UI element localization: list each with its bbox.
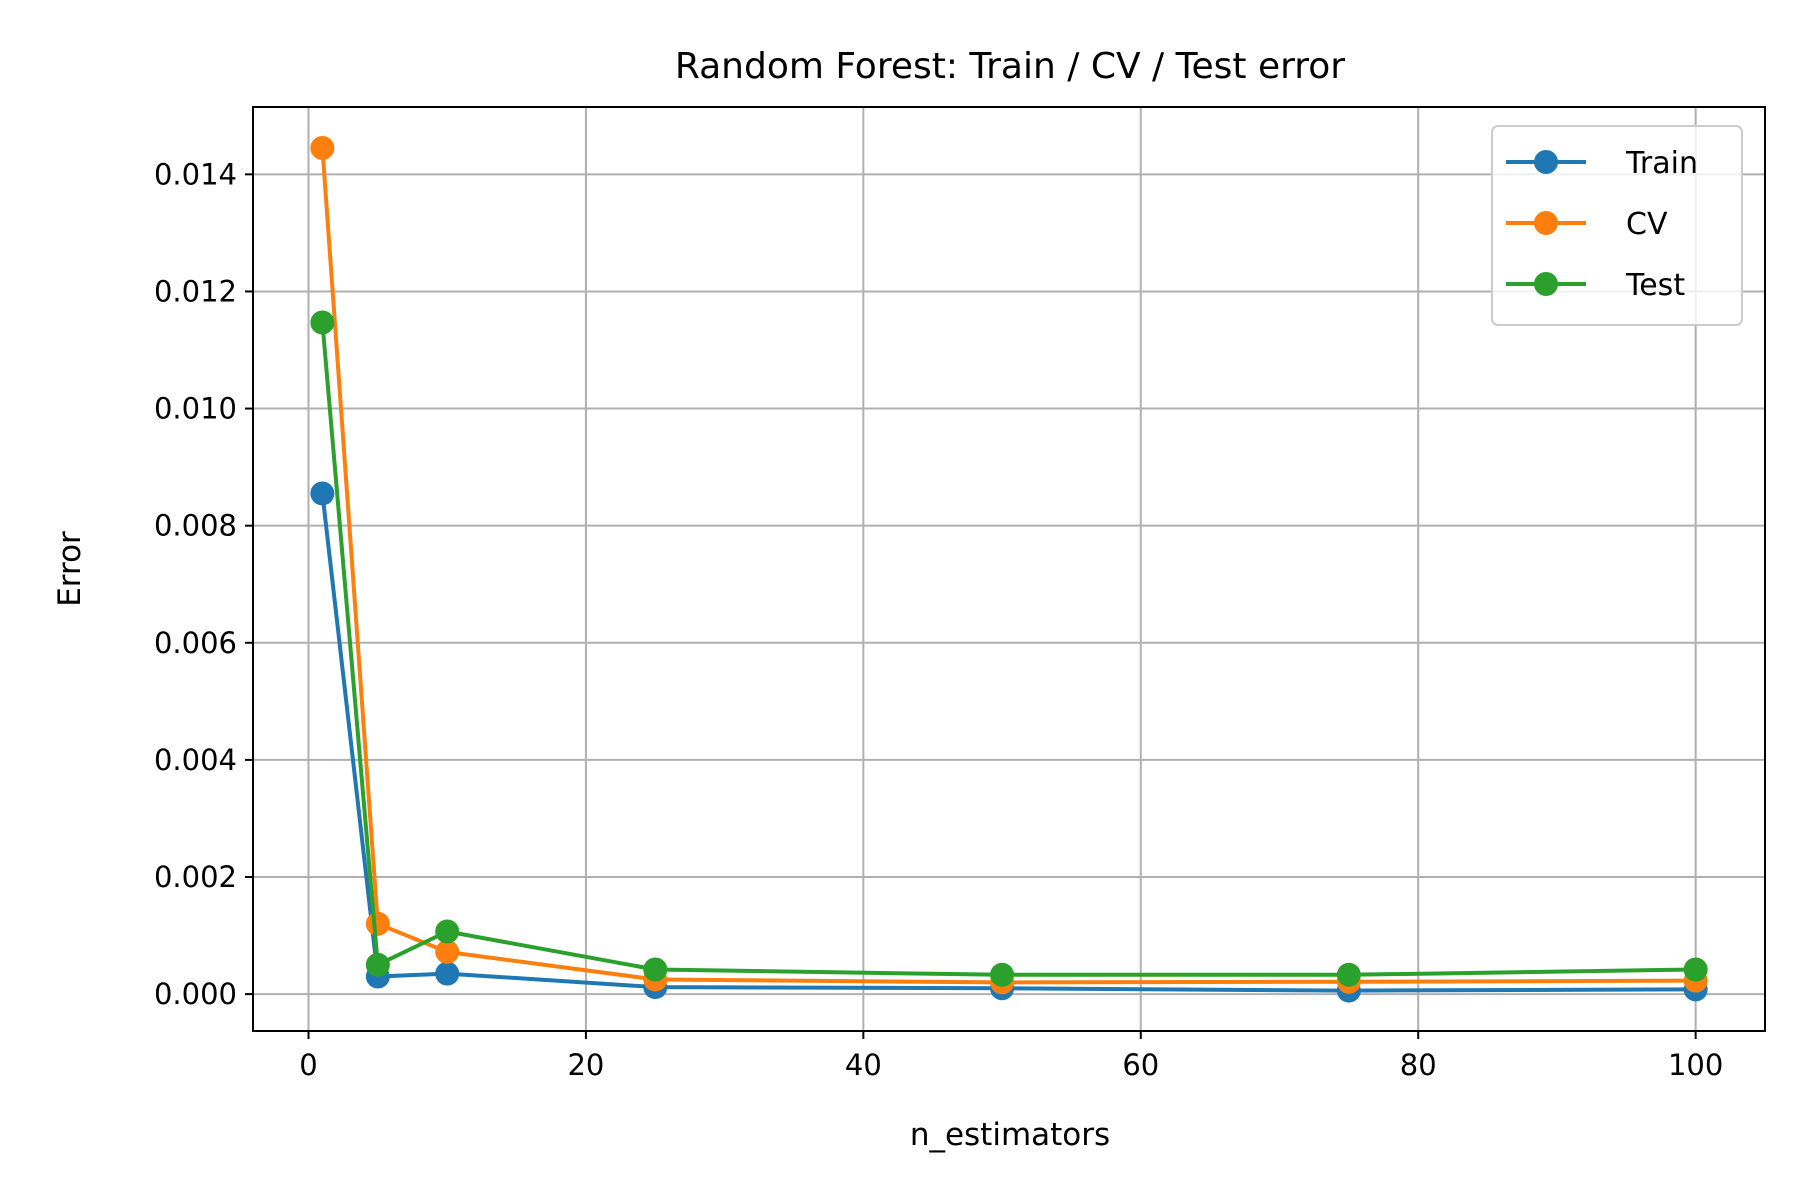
x-tick-label: 60 [1122,1048,1159,1082]
legend-swatch-marker [1534,211,1558,235]
series-test [310,310,1708,987]
x-tick-label: 0 [299,1048,317,1082]
y-tick-label: 0.002 [154,860,237,894]
y-tick-label: 0.014 [154,157,237,191]
series-line-cv [320,147,1696,985]
plot-frame [252,106,1766,1032]
legend-label: Test [1625,268,1685,303]
data-point-train [435,961,460,986]
data-point-test [310,310,335,335]
legend-item-train: Train [1506,146,1698,181]
chart-title: Random Forest: Train / CV / Test error [675,46,1345,87]
data-point-test [1336,962,1361,987]
data-point-test [435,919,460,944]
data-point-cv [310,135,335,160]
y-tick-label: 0.000 [154,977,237,1011]
series-train [310,481,1708,1003]
legend-swatch-marker [1534,272,1558,296]
x-axis: 0 20 40 60 80 100 [299,1031,1723,1082]
x-tick-label: 100 [1668,1048,1723,1082]
legend-item-test: Test [1506,268,1685,303]
legend-box [1491,125,1743,326]
data-point-test [990,962,1015,987]
data-point-cv [365,911,390,936]
series-line-train [320,493,1696,993]
data-point-test [643,957,668,982]
data-point-test [1683,957,1708,982]
legend-item-cv: CV [1506,207,1668,242]
x-tick-label: 40 [845,1048,882,1082]
y-tick-label: 0.010 [154,392,237,426]
data-point-cv [435,939,460,964]
series-layer [310,135,1708,1003]
y-axis: 0.000 0.002 0.004 0.006 0.008 0.010 0.012 0.014 [154,157,253,1011]
legend-label: Train [1625,146,1698,181]
x-axis-label: n_estimators [910,1117,1110,1153]
y-tick-label: 0.006 [154,626,237,660]
y-tick-label: 0.004 [154,743,237,777]
data-point-test [365,952,390,977]
legend: Train CV Test [1491,125,1743,326]
y-axis-label: Error [52,531,88,607]
y-tick-label: 0.012 [154,274,237,308]
x-tick-label: 80 [1400,1048,1437,1082]
y-tick-label: 0.008 [154,509,237,543]
x-tick-label: 20 [567,1048,604,1082]
legend-swatch-marker [1534,150,1558,174]
legend-label: CV [1626,207,1668,242]
data-point-train [310,481,335,506]
